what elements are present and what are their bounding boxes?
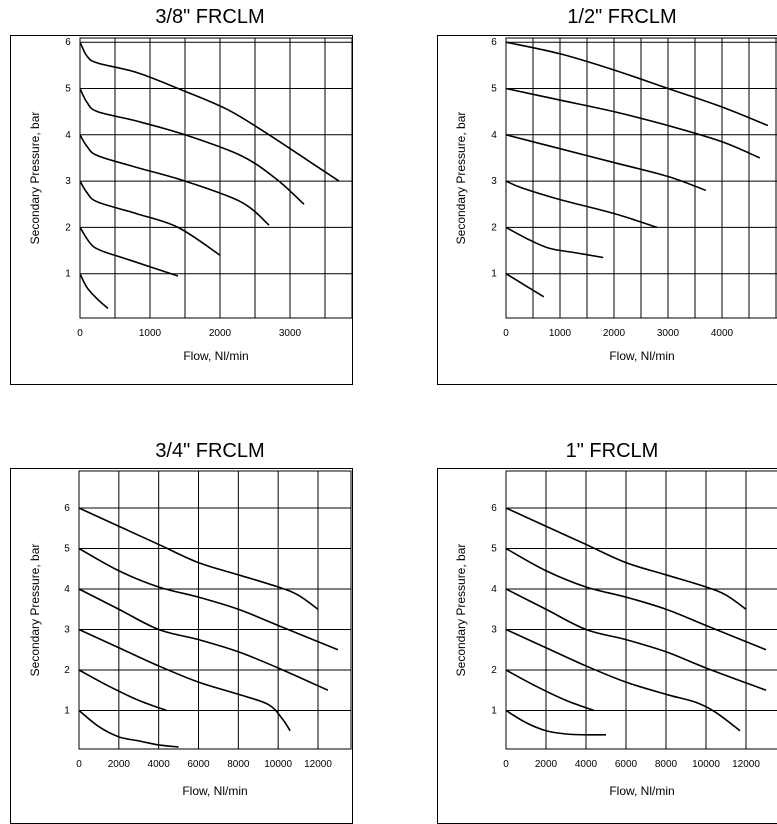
x-tick-label: 10000	[692, 759, 720, 770]
series-line-1	[505, 709, 607, 736]
series-line-1	[78, 709, 179, 748]
series-line-2	[505, 226, 604, 259]
chart-title: 1" FRCLM	[565, 440, 659, 462]
x-tick-label: 8000	[227, 759, 250, 770]
y-tick-label: 6	[491, 503, 497, 514]
x-tick-label: 2000	[108, 759, 131, 770]
y-tick-label: 5	[65, 84, 71, 95]
y-tick-label: 5	[491, 84, 497, 95]
x-tick-label: 4000	[148, 759, 171, 770]
y-tick-label: 3	[491, 176, 497, 187]
series-line-1	[505, 273, 545, 298]
series-line-4	[78, 588, 329, 691]
series-line-5	[505, 87, 761, 159]
x-tick-label: 0	[77, 328, 83, 339]
plot-area	[78, 470, 352, 750]
x-tick-label: 12000	[732, 759, 760, 770]
y-tick-label: 1	[491, 269, 497, 280]
y-tick-label: 6	[65, 37, 71, 48]
y-tick-label: 2	[491, 665, 497, 676]
y-tick-label: 3	[65, 176, 71, 187]
x-tick-label: 12000	[304, 759, 332, 770]
x-axis-label: Flow, Nl/min	[609, 349, 674, 363]
series-line-3	[505, 180, 658, 229]
x-axis-label: Flow, Nl/min	[182, 784, 247, 798]
chart-frame	[437, 35, 777, 385]
series-line-1	[79, 273, 109, 310]
series-line-3	[78, 628, 291, 732]
x-tick-label: 10000	[264, 759, 292, 770]
series-line-4	[505, 588, 767, 691]
y-axis-label: Secondary Pressure, bar	[454, 544, 468, 677]
x-tick-label: 2000	[603, 328, 626, 339]
series-line-6	[505, 507, 747, 610]
x-tick-label: 2000	[209, 328, 232, 339]
y-axis-label: Secondary Pressure, bar	[28, 112, 42, 245]
y-tick-label: 1	[64, 706, 70, 717]
x-axis-label: Flow, Nl/min	[609, 784, 674, 798]
y-tick-label: 3	[64, 625, 70, 636]
grid	[505, 470, 777, 750]
series-line-2	[79, 226, 179, 277]
x-tick-label: 6000	[615, 759, 638, 770]
grid	[79, 37, 353, 319]
y-tick-label: 6	[64, 503, 70, 514]
y-tick-label: 6	[491, 37, 497, 48]
x-tick-label: 6000	[187, 759, 210, 770]
plot-area	[505, 470, 777, 750]
chart-title: 3/8" FRCLM	[155, 6, 265, 28]
grid	[505, 37, 777, 319]
y-tick-label: 5	[491, 544, 497, 555]
x-tick-label: 1000	[139, 328, 162, 339]
x-tick-label: 0	[503, 328, 509, 339]
y-tick-label: 4	[491, 130, 497, 141]
y-tick-label: 4	[491, 584, 497, 595]
y-tick-label: 1	[491, 706, 497, 717]
series-line-3	[505, 628, 741, 732]
series-line-5	[78, 547, 339, 651]
x-axis-label: Flow, Nl/min	[183, 349, 248, 363]
y-axis-label: Secondary Pressure, bar	[28, 544, 42, 677]
x-tick-label: 1000	[549, 328, 572, 339]
series-line-2	[505, 669, 595, 712]
series-line-6	[505, 41, 769, 127]
series-line-6	[79, 41, 340, 182]
y-tick-label: 4	[64, 584, 70, 595]
y-tick-label: 1	[65, 269, 71, 280]
x-tick-label: 2000	[535, 759, 558, 770]
y-tick-label: 2	[64, 665, 70, 676]
plot-area	[79, 37, 353, 319]
y-tick-label: 2	[65, 222, 71, 233]
chart-title: 3/4" FRCLM	[155, 440, 265, 462]
x-tick-label: 3000	[279, 328, 302, 339]
series-line-6	[78, 507, 319, 610]
y-axis-label: Secondary Pressure, bar	[454, 112, 468, 245]
series-line-4	[505, 134, 707, 192]
series-line-2	[78, 669, 167, 712]
series-line-5	[79, 88, 305, 205]
series-line-3	[79, 180, 221, 256]
x-tick-label: 0	[503, 759, 509, 770]
x-tick-label: 3000	[657, 328, 680, 339]
series-line-4	[79, 134, 270, 226]
grid	[78, 470, 352, 750]
y-tick-label: 2	[491, 222, 497, 233]
y-tick-label: 3	[491, 625, 497, 636]
y-tick-label: 5	[64, 544, 70, 555]
y-tick-label: 4	[65, 130, 71, 141]
chart-title: 1/2" FRCLM	[567, 6, 677, 28]
x-tick-label: 4000	[575, 759, 598, 770]
plot-area	[505, 37, 777, 319]
x-tick-label: 0	[76, 759, 82, 770]
x-tick-label: 4000	[711, 328, 734, 339]
x-tick-label: 8000	[655, 759, 678, 770]
series-line-5	[505, 547, 767, 651]
